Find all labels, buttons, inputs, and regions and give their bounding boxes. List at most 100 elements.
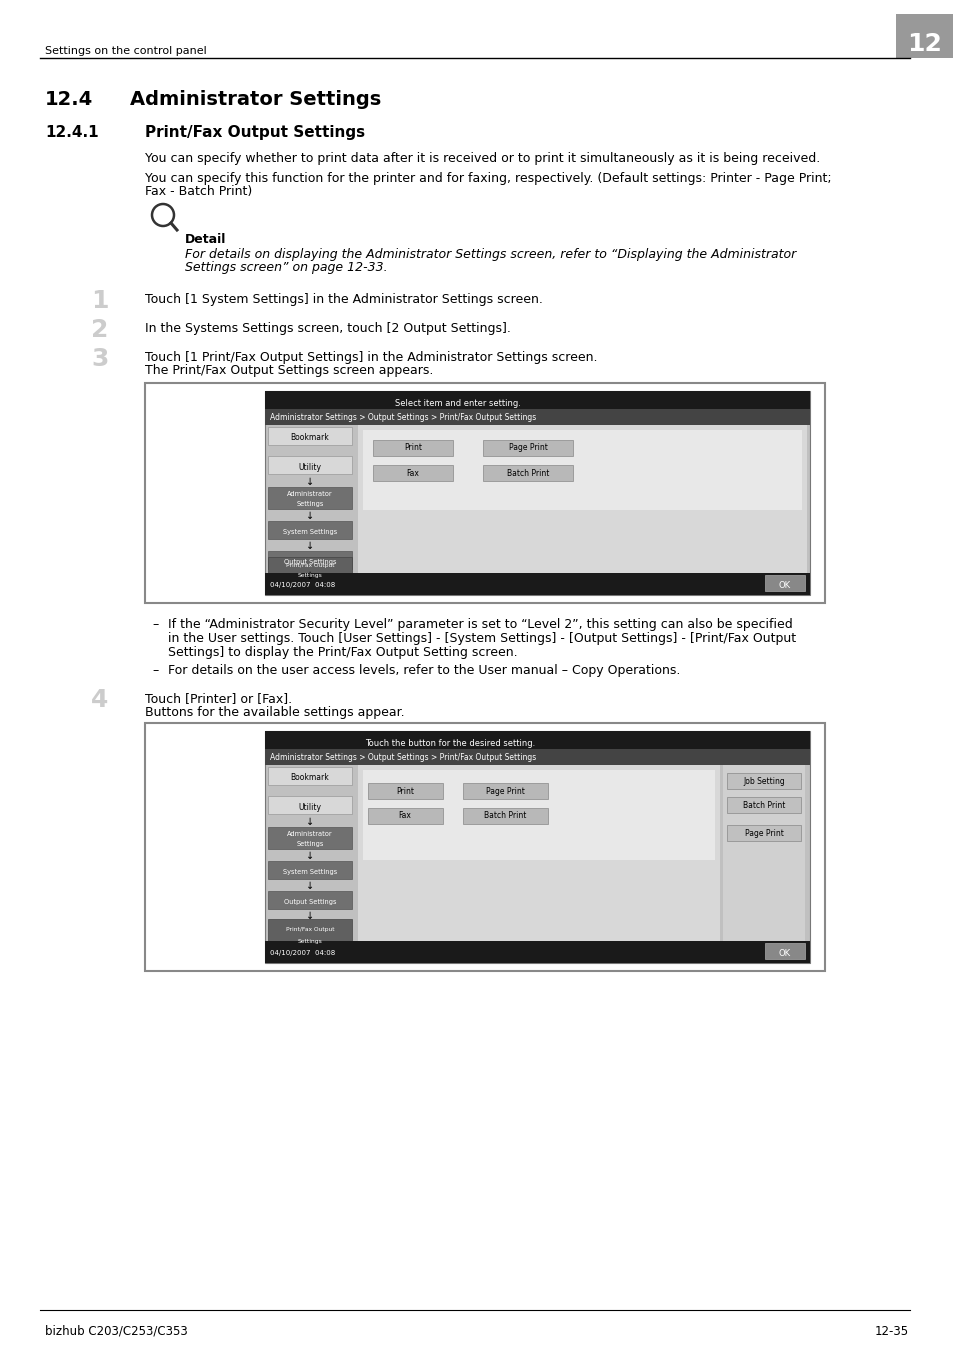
Text: ↓: ↓ (306, 571, 314, 581)
Text: ↓: ↓ (306, 851, 314, 861)
Text: Touch [Printer] or [Fax].: Touch [Printer] or [Fax]. (145, 692, 292, 705)
FancyBboxPatch shape (265, 409, 809, 426)
Text: 04/10/2007  04:08: 04/10/2007 04:08 (270, 950, 335, 957)
Text: The Print/Fax Output Settings screen appears.: The Print/Fax Output Settings screen app… (145, 363, 433, 377)
Text: 1: 1 (91, 289, 109, 313)
FancyBboxPatch shape (268, 551, 352, 569)
FancyBboxPatch shape (373, 465, 453, 481)
Text: Detail: Detail (185, 232, 226, 246)
Text: Touch [1 Print/Fax Output Settings] in the Administrator Settings screen.: Touch [1 Print/Fax Output Settings] in t… (145, 351, 597, 363)
Text: Page Print: Page Print (485, 786, 524, 796)
Text: 3: 3 (91, 347, 109, 372)
Text: Administrator: Administrator (287, 490, 333, 497)
FancyBboxPatch shape (357, 765, 720, 942)
Text: System Settings: System Settings (283, 530, 336, 535)
FancyBboxPatch shape (145, 723, 824, 971)
FancyBboxPatch shape (462, 808, 547, 824)
Text: 12.4: 12.4 (45, 91, 93, 109)
FancyBboxPatch shape (268, 557, 352, 581)
FancyBboxPatch shape (268, 457, 352, 474)
Text: If the “Administrator Security Level” parameter is set to “Level 2”, this settin: If the “Administrator Security Level” pa… (168, 617, 792, 631)
FancyBboxPatch shape (268, 521, 352, 539)
Text: Settings: Settings (296, 842, 323, 847)
FancyBboxPatch shape (363, 430, 801, 509)
Text: ↓: ↓ (306, 540, 314, 551)
Text: Settings] to display the Print/Fax Output Setting screen.: Settings] to display the Print/Fax Outpu… (168, 646, 517, 659)
Text: –: – (152, 663, 158, 677)
FancyBboxPatch shape (265, 390, 809, 409)
Text: Page Print: Page Print (508, 443, 547, 453)
Text: System Settings: System Settings (283, 869, 336, 875)
Text: ↓: ↓ (306, 477, 314, 486)
Text: ↓: ↓ (306, 817, 314, 827)
Text: Utility: Utility (298, 462, 321, 471)
Text: Administrator Settings: Administrator Settings (130, 91, 381, 109)
Text: Touch the button for the desired setting.: Touch the button for the desired setting… (365, 739, 535, 748)
Text: OK: OK (778, 581, 790, 589)
FancyBboxPatch shape (268, 861, 352, 880)
Text: Print/Fax Output: Print/Fax Output (285, 928, 334, 932)
FancyBboxPatch shape (265, 731, 809, 963)
Text: Settings: Settings (297, 939, 322, 943)
Text: Touch [1 System Settings] in the Administrator Settings screen.: Touch [1 System Settings] in the Adminis… (145, 293, 542, 305)
Text: Administrator: Administrator (287, 831, 333, 838)
Text: Print/Fax Output Settings: Print/Fax Output Settings (145, 126, 365, 141)
Text: Job Setting: Job Setting (742, 777, 784, 786)
Text: You can specify whether to print data after it is received or to print it simult: You can specify whether to print data af… (145, 153, 820, 165)
FancyBboxPatch shape (482, 440, 573, 457)
FancyBboxPatch shape (726, 825, 801, 842)
Text: ↓: ↓ (306, 911, 314, 921)
Text: 2: 2 (91, 317, 109, 342)
FancyBboxPatch shape (363, 770, 714, 861)
Text: Print: Print (403, 443, 421, 453)
FancyBboxPatch shape (268, 919, 352, 947)
FancyBboxPatch shape (265, 942, 809, 963)
FancyBboxPatch shape (368, 784, 442, 798)
Text: For details on displaying the Administrator Settings screen, refer to “Displayin: For details on displaying the Administra… (185, 249, 796, 261)
Text: Settings on the control panel: Settings on the control panel (45, 46, 207, 55)
Text: Settings: Settings (297, 574, 322, 578)
Text: bizhub C203/C253/C353: bizhub C203/C253/C353 (45, 1325, 188, 1337)
FancyBboxPatch shape (268, 767, 352, 785)
FancyBboxPatch shape (726, 773, 801, 789)
FancyBboxPatch shape (268, 796, 352, 815)
FancyBboxPatch shape (722, 765, 804, 942)
Text: Administrator Settings > Output Settings > Print/Fax Output Settings: Administrator Settings > Output Settings… (270, 754, 536, 762)
Text: OK: OK (778, 948, 790, 958)
Text: Buttons for the available settings appear.: Buttons for the available settings appea… (145, 707, 404, 719)
Text: Fax: Fax (406, 469, 419, 477)
Text: –: – (152, 617, 158, 631)
Text: Fax - Batch Print): Fax - Batch Print) (145, 185, 252, 199)
FancyBboxPatch shape (764, 576, 804, 590)
FancyBboxPatch shape (265, 390, 809, 594)
FancyBboxPatch shape (268, 427, 352, 444)
Text: Batch Print: Batch Print (483, 812, 526, 820)
Text: Batch Print: Batch Print (506, 469, 549, 477)
Text: Page Print: Page Print (743, 830, 782, 839)
Text: Administrator Settings > Output Settings > Print/Fax Output Settings: Administrator Settings > Output Settings… (270, 413, 536, 423)
FancyBboxPatch shape (268, 892, 352, 909)
FancyBboxPatch shape (265, 573, 809, 594)
FancyBboxPatch shape (462, 784, 547, 798)
Text: Utility: Utility (298, 802, 321, 812)
Text: 04/10/2007  04:08: 04/10/2007 04:08 (270, 582, 335, 588)
FancyBboxPatch shape (357, 426, 806, 573)
Text: in the User settings. Touch [User Settings] - [System Settings] - [Output Settin: in the User settings. Touch [User Settin… (168, 632, 796, 644)
Text: 12: 12 (906, 32, 942, 55)
Text: You can specify this function for the printer and for faxing, respectively. (Def: You can specify this function for the pr… (145, 172, 831, 185)
Text: Settings: Settings (296, 501, 323, 507)
FancyBboxPatch shape (726, 797, 801, 813)
Text: Settings screen” on page 12-33.: Settings screen” on page 12-33. (185, 261, 387, 274)
FancyBboxPatch shape (482, 465, 573, 481)
FancyBboxPatch shape (268, 486, 352, 509)
FancyBboxPatch shape (265, 748, 809, 765)
Text: Output Settings: Output Settings (283, 898, 335, 905)
FancyBboxPatch shape (268, 827, 352, 848)
Text: For details on the user access levels, refer to the User manual – Copy Operation: For details on the user access levels, r… (168, 663, 679, 677)
Text: Fax: Fax (398, 812, 411, 820)
FancyBboxPatch shape (368, 808, 442, 824)
FancyBboxPatch shape (764, 943, 804, 959)
Text: Print: Print (395, 786, 414, 796)
Text: ↓: ↓ (306, 511, 314, 521)
FancyBboxPatch shape (145, 382, 824, 603)
